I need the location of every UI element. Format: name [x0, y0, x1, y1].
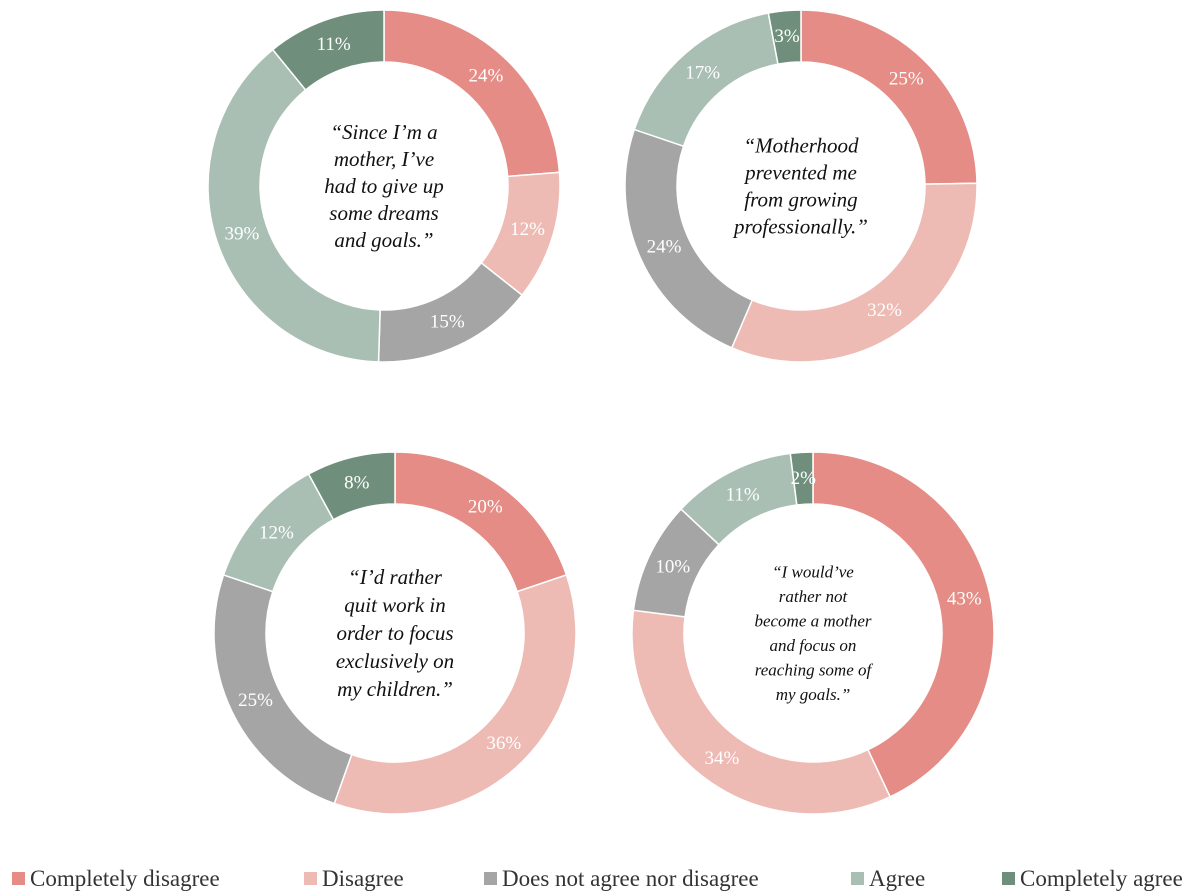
data-label: 15% [430, 312, 465, 333]
center-quote-line: exclusively on [336, 649, 454, 673]
data-label: 3% [774, 26, 800, 47]
data-label: 36% [486, 733, 521, 754]
center-quote-line: rather not [779, 587, 849, 606]
donut-chart-4: 43% 34% 10% 11% 2% “I would’ve rather not becom… [632, 452, 994, 814]
donut-chart-3: 20% 36% 25% 12% 8% “I’d rather quit work in ord… [214, 452, 576, 814]
donut-chart-1: 24% 12% 15% 39% 11% “Since I’m a mother, I’ve h… [208, 10, 560, 362]
legend-item-agree: Agree [851, 866, 925, 891]
data-label: 12% [259, 523, 294, 544]
charts-group: 24% 12% 15% 39% 11% “Since I’m a mother, I’ve h… [208, 10, 994, 814]
center-quote-line: and goals.” [334, 228, 433, 252]
legend-swatch [304, 872, 317, 885]
data-label: 24% [647, 237, 682, 258]
data-label: 20% [468, 497, 503, 518]
data-label: 25% [889, 69, 924, 90]
slice-does-not-agree-nor-disagree [214, 575, 352, 804]
donut-chart-2: 25% 32% 24% 17% 3% “Motherhood prevented me fro… [625, 10, 977, 362]
data-label: 12% [510, 219, 545, 240]
legend-swatch [12, 872, 25, 885]
legend-label: Completely disagree [30, 866, 220, 891]
legend-swatch [484, 872, 497, 885]
center-quote-line: order to focus [336, 621, 453, 645]
center-quote-line: my goals.” [776, 685, 851, 704]
center-quote-line: had to give up [324, 174, 444, 198]
center-quote-line: quit work in [344, 593, 446, 617]
legend-item-completely-disagree: Completely disagree [12, 866, 220, 891]
center-quote-line: and focus on [770, 636, 857, 655]
legend-swatch [851, 872, 864, 885]
center-quote-line: mother, I’ve [334, 147, 434, 171]
center-quote-line: from growing [744, 188, 857, 212]
data-label: 34% [704, 748, 739, 769]
data-label: 8% [344, 472, 370, 493]
data-label: 24% [468, 65, 503, 86]
center-quote-line: “I’d rather [348, 565, 443, 589]
data-label: 11% [726, 484, 760, 505]
data-label: 25% [238, 690, 273, 711]
slice-completely-disagree [801, 10, 977, 184]
legend-item-completely-agree: Completely agree [1002, 866, 1183, 891]
center-quote-line: “Since I’m a [330, 120, 437, 144]
data-label: 10% [655, 557, 690, 578]
center-quote-line: become a mother [754, 611, 871, 630]
data-label: 17% [685, 62, 720, 83]
legend-item-does-not-agree-nor-disagree: Does not agree nor disagree [484, 866, 759, 891]
data-label: 11% [317, 34, 351, 55]
data-label: 2% [791, 468, 817, 489]
center-quote-line: some dreams [329, 201, 438, 225]
legend-label: Disagree [322, 866, 404, 891]
data-label: 32% [867, 300, 902, 321]
center-quote-line: prevented me [743, 161, 857, 185]
legend-label: Agree [869, 866, 925, 891]
legend: Completely disagree Disagree Does not agre… [12, 866, 1183, 891]
center-quote-line: reaching some of [755, 660, 874, 679]
slice-does-not-agree-nor-disagree [625, 130, 752, 348]
legend-label: Completely agree [1020, 866, 1183, 891]
legend-label: Does not agree nor disagree [502, 866, 759, 891]
data-label: 39% [225, 224, 260, 245]
center-quote-line: my children.” [337, 677, 453, 701]
legend-item-disagree: Disagree [304, 866, 404, 891]
center-quote-line: professionally.” [732, 215, 868, 239]
center-quote-line: “I would’ve [772, 562, 854, 581]
data-label: 43% [947, 589, 982, 610]
center-quote-line: “Motherhood [743, 134, 859, 158]
legend-swatch [1002, 872, 1015, 885]
